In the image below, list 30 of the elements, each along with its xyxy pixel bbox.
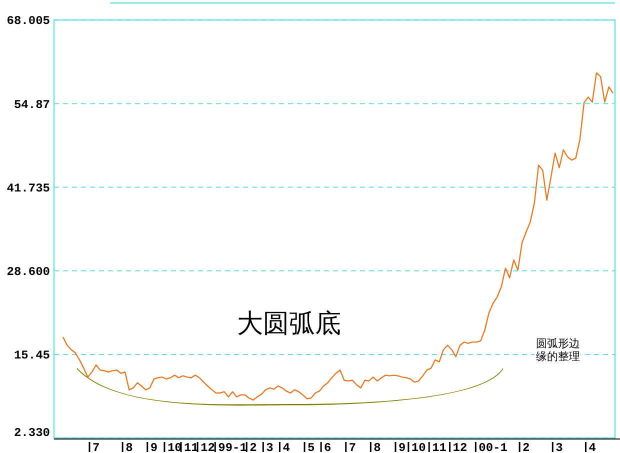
x-tick-label: 2 (250, 441, 257, 453)
x-tick-label: 10 (167, 441, 182, 453)
line-series (62, 72, 614, 401)
y-tick-label: 68.005 (6, 14, 50, 28)
y-tick-label: 2.330 (14, 426, 50, 440)
y-tick-label: 54.87 (14, 98, 50, 112)
y-tick-label: 15.45 (14, 348, 50, 363)
x-tick-label: 2 (522, 441, 530, 453)
x-tick-label: 12 (452, 441, 468, 453)
x-tick-label: 3 (266, 441, 274, 453)
x-tick-label: 12 (200, 441, 215, 453)
y-tick-label: 41.735 (6, 181, 50, 196)
x-tick-label: 4 (588, 441, 596, 453)
annotation: 大圆弧底 (237, 309, 341, 339)
x-tick-label: 11 (432, 441, 447, 453)
x-tick-label: 00-1 (478, 441, 508, 453)
x-tick-label: 7 (348, 441, 356, 453)
x-tick-label: 5 (308, 441, 315, 453)
y-tick-label: 28.600 (6, 265, 50, 279)
x-tick-label: 10 (411, 441, 426, 453)
x-tick-label: 6 (324, 441, 332, 453)
x-tick-label: 9 (398, 441, 406, 453)
x-tick-label: 8 (374, 441, 381, 453)
x-tick-label: 7 (92, 441, 100, 453)
x-tick-label: 8 (126, 441, 133, 453)
x-tick-label: 11 (184, 441, 198, 453)
x-tick-label: 9 (150, 441, 158, 453)
x-tick-label: 4 (282, 441, 290, 453)
x-tick-label: 99-1 (218, 441, 247, 453)
x-tick-label: 3 (556, 441, 563, 453)
